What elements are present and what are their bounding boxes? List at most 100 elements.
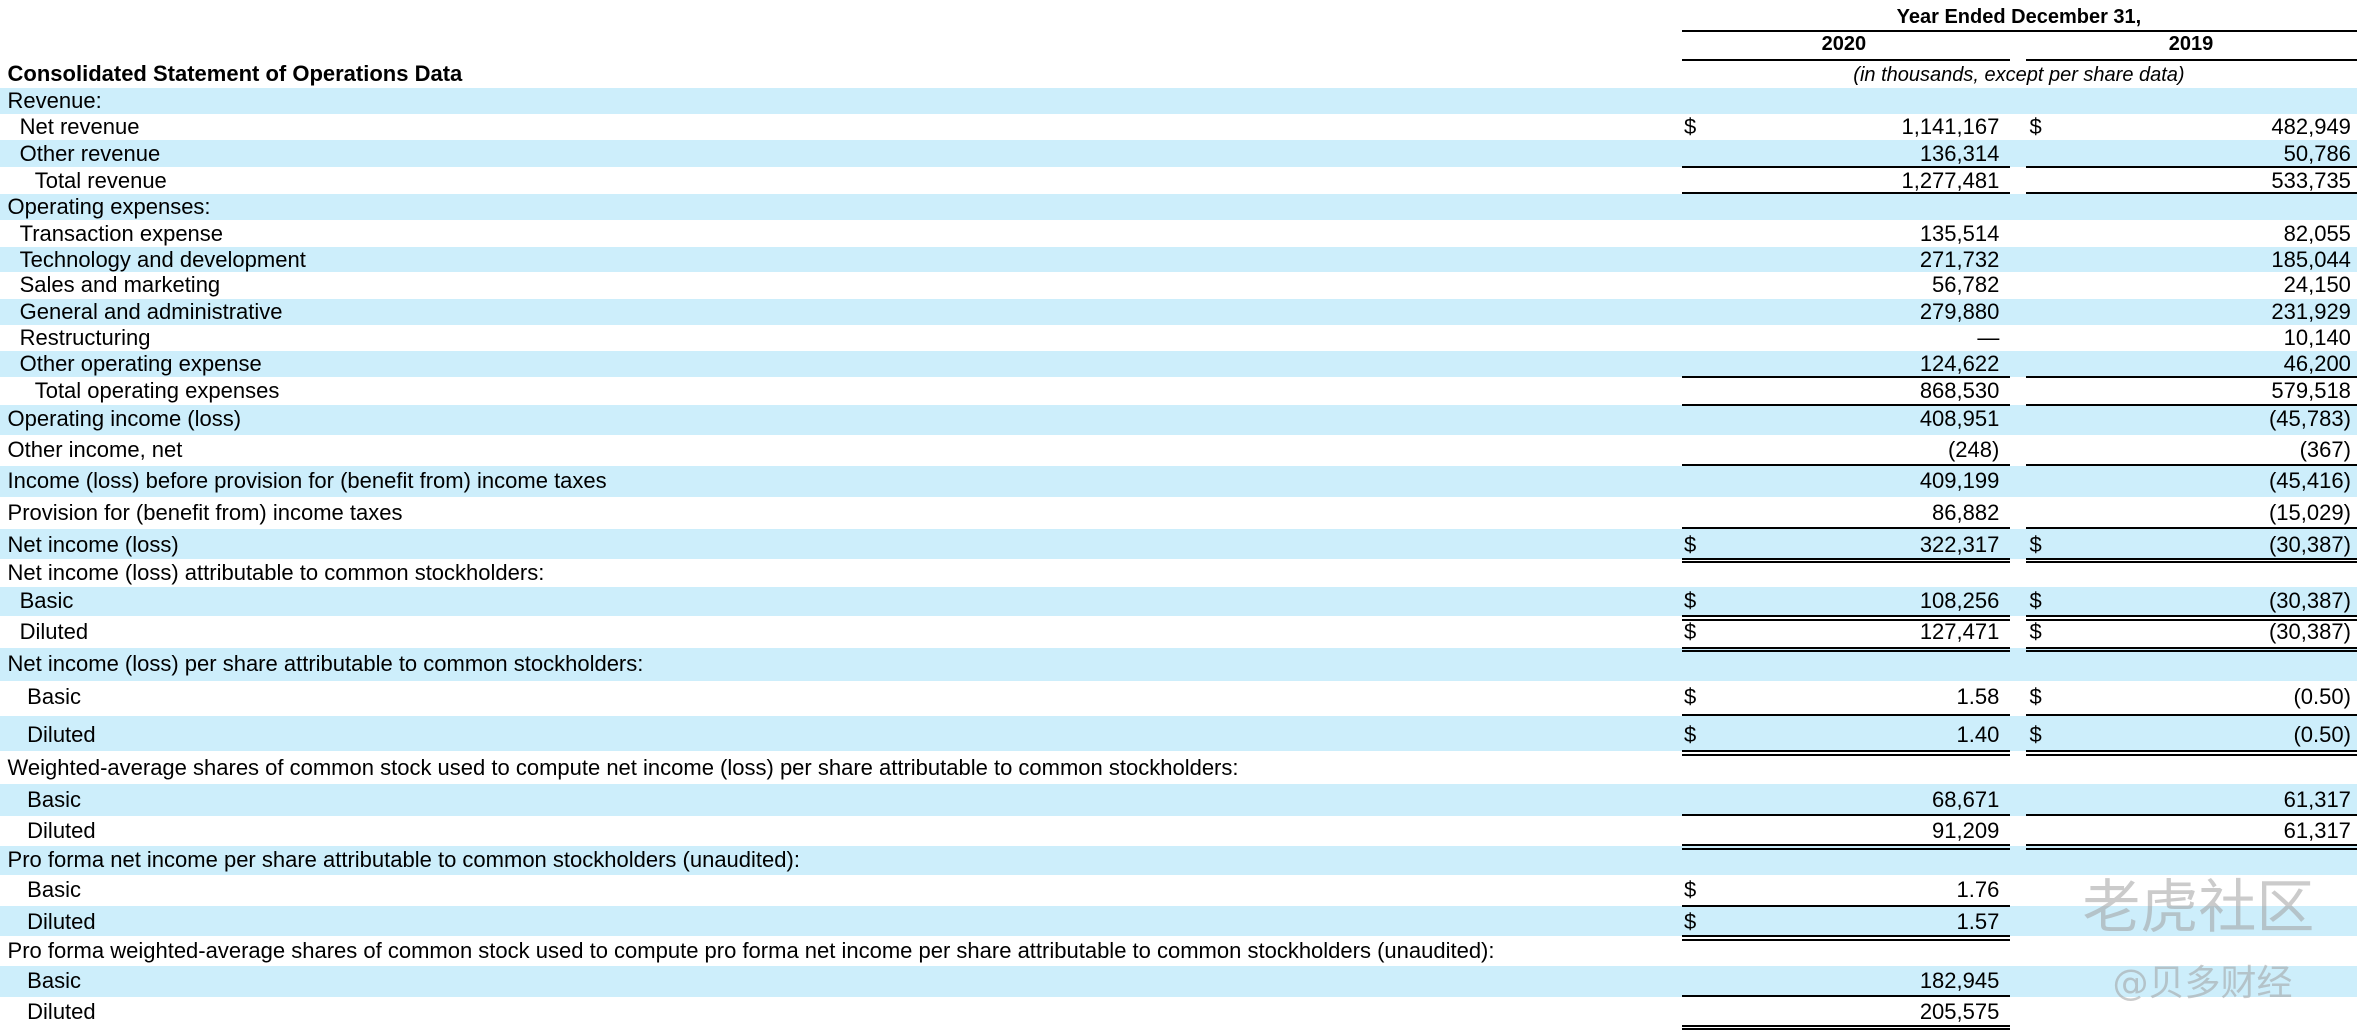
row-shading [0, 965, 2357, 997]
row-label: General and administrative [19, 299, 283, 325]
amount: 409,199 [1919, 468, 2000, 494]
amount: (30,387) [2268, 531, 2351, 557]
row-label: Other revenue [19, 140, 161, 166]
row-shading [0, 586, 2357, 617]
amount: 1.58 [1956, 684, 2000, 710]
amount: 271,732 [1919, 246, 2000, 272]
currency-sign: $ [2029, 721, 2042, 747]
row-shading [0, 193, 2357, 221]
amount: 82,055 [2283, 220, 2351, 246]
row-label: Weighted-average shares of common stock … [7, 755, 1239, 781]
row-label: Other income, net [7, 436, 183, 462]
period-header: Year Ended December 31, [1896, 5, 2142, 28]
double-underline [2026, 753, 2357, 756]
amount: 533,735 [2271, 168, 2351, 194]
row-label: Basic [19, 587, 74, 613]
row-shading [0, 528, 2357, 560]
underline [2026, 749, 2357, 752]
watermark-source: @贝多财经 [2112, 962, 2293, 1004]
currency-sign: $ [1683, 619, 1697, 645]
amount: 24,150 [2283, 272, 2351, 298]
underline [2026, 646, 2357, 649]
amount: 1.57 [1956, 908, 2000, 934]
row-label: Income (loss) before provision for (bene… [7, 468, 607, 494]
row-label: Diluted [27, 908, 96, 934]
underline [1682, 614, 2010, 617]
row-label: Pro forma net income per share attributa… [7, 847, 800, 873]
underline [1682, 1024, 2010, 1027]
currency-sign: $ [2029, 587, 2042, 613]
double-underline [1682, 753, 2010, 756]
amount: 1,277,481 [1901, 168, 2000, 194]
row-label: Transaction expense [19, 220, 224, 246]
amount: 408,951 [1919, 406, 2000, 432]
year-header: 2019 [2168, 32, 2214, 55]
amount: 91,209 [1932, 818, 2000, 844]
underline [1682, 165, 2010, 168]
watermark-brand: 老虎社区 [2082, 873, 2315, 942]
currency-sign: $ [1683, 721, 1697, 747]
row-shading [0, 715, 2357, 752]
row-shading [0, 298, 2357, 326]
year-header: 2020 [1821, 32, 1867, 55]
double-underline [1682, 561, 2010, 564]
row-label: Total revenue [34, 168, 167, 194]
amount: 68,671 [1932, 786, 2000, 812]
amount: (45,783) [2268, 406, 2351, 432]
row-shading [0, 405, 2357, 435]
amount: 1.40 [1956, 721, 2000, 747]
row-label: Basic [27, 877, 81, 903]
row-label: Net income (loss) [7, 531, 179, 557]
row-label: Technology and development [19, 246, 306, 272]
underline [1682, 527, 2010, 530]
row-label: Pro forma weighted-average shares of com… [7, 937, 1495, 963]
row-label: Other operating expense [19, 350, 262, 376]
row-label: Net income (loss) attributable to common… [7, 560, 545, 586]
amount: (0.50) [2293, 684, 2351, 710]
double-underline [1682, 1028, 2010, 1030]
amount: 56,782 [1932, 272, 2000, 298]
row-shading [0, 783, 2357, 816]
currency-sign: $ [1683, 908, 1697, 934]
amount: 124,622 [1919, 350, 2000, 376]
double-underline [1682, 650, 2010, 653]
amount: 136,314 [1919, 140, 2000, 166]
year-rule [2026, 58, 2357, 61]
underline [2026, 714, 2357, 717]
underline [1682, 995, 2010, 998]
row-label: Sales and marketing [19, 272, 221, 298]
row-label: Diluted [27, 818, 96, 844]
amount: (30,387) [2268, 619, 2351, 645]
row-label: Operating expenses: [7, 193, 211, 219]
amount: 1,141,167 [1901, 113, 2000, 139]
row-label: Basic [27, 967, 81, 993]
amount: 61,317 [2283, 786, 2351, 812]
currency-sign: $ [2029, 531, 2042, 557]
underline [1682, 904, 2010, 907]
underline [1682, 192, 2010, 195]
double-underline [1682, 618, 2010, 621]
header-rule [1682, 30, 2357, 33]
amount: 108,256 [1919, 587, 2000, 613]
double-underline [2026, 561, 2357, 564]
row-label: Diluted [27, 999, 96, 1025]
underline [1682, 814, 2010, 817]
currency-sign: $ [1683, 587, 1697, 613]
amount: (367) [2299, 436, 2351, 462]
row-label: Total operating expenses [34, 377, 280, 403]
amount: 231,929 [2271, 299, 2351, 325]
row-shading [0, 845, 2357, 876]
amount: 127,471 [1919, 619, 2000, 645]
amount: 279,880 [1919, 299, 2000, 325]
underline [2026, 557, 2357, 560]
underline [2026, 527, 2357, 530]
row-shading [0, 648, 2357, 681]
amount: 182,945 [1919, 967, 2000, 993]
amount: (248) [1947, 436, 2000, 462]
underline [1682, 557, 2010, 560]
amount: 135,514 [1919, 220, 2000, 246]
row-shading [0, 465, 2357, 498]
currency-sign: $ [1683, 531, 1697, 557]
underline [1682, 714, 2010, 717]
